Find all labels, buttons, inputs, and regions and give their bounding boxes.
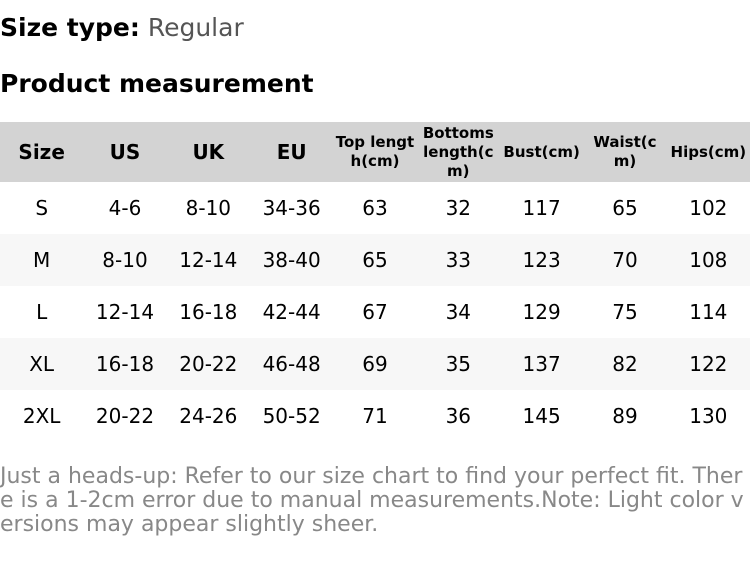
table-row: L 12-14 16-18 42-44 67 34 129 75 114 [0,286,750,338]
table-cell: 67 [362,300,388,324]
table-cell: 20-22 [166,338,250,390]
header-cell: Hips(cm) [666,122,750,182]
header-cell: Top length(cm) [333,122,417,182]
table-cell: 32 [445,196,472,220]
section-title: Product measurement [0,69,314,98]
size-type: Size type: Regular [0,12,244,44]
table-cell: 50-52 [262,404,321,428]
table-cell: 34-36 [262,196,321,220]
table-cell: 65 [333,234,417,286]
table-cell: 102 [689,196,728,220]
table-cell: 12-14 [166,234,250,286]
header-cell: Bottoms length(cm) [416,122,500,182]
table-cell: 16-18 [83,338,167,390]
header-row: Size US UK EU Top length(cm) Bottoms length(c… [0,122,750,182]
table-cell: 34 [445,300,472,324]
table-cell: 38-40 [249,234,334,286]
header-cell: UK [166,122,250,182]
table-cell: 75 [612,300,638,324]
table-cell: 129 [522,300,561,324]
table-row: XL 16-18 20-22 46-48 69 35 137 82 122 [0,338,750,390]
note: Just a heads-up: Refer to our size chart… [0,464,744,537]
table-cell: 8-10 [83,234,167,286]
table-cell: M [0,234,84,286]
header-cell: Waist(cm) [583,122,667,182]
size-type-value: Regular [147,13,244,42]
table-cell: 16-18 [179,300,238,324]
table-cell: XL [0,338,84,390]
table-cell: 4-6 [108,196,142,220]
table-cell: 63 [362,196,388,220]
table-cell: 65 [612,196,638,220]
table-cell: 123 [499,234,584,286]
table-cell: 114 [689,300,728,324]
table-cell: 108 [666,234,750,286]
table-cell: 145 [522,404,561,428]
table-cell: S [35,196,49,220]
table-cell: 24-26 [179,404,238,428]
table-cell: 20-22 [95,404,155,428]
table-cell: 46-48 [249,338,334,390]
table-cell: L [36,300,48,324]
table-cell: 2XL [22,404,61,428]
header-cell: Size [0,122,84,182]
table-cell: 70 [583,234,667,286]
table-row: 2XL 20-22 24-26 50-52 71 36 145 89 130 [0,390,750,442]
header-cell: EU [249,122,334,182]
table-cell: 42-44 [262,300,321,324]
table-cell: 35 [416,338,500,390]
table-cell: 82 [583,338,667,390]
table-cell: 122 [666,338,750,390]
header-cell: US [83,122,167,182]
header-cell: Bust(cm) [499,122,584,182]
size-type-label: Size type: [0,13,140,42]
table-cell: 8-10 [185,196,232,220]
table-cell: 33 [416,234,500,286]
table-cell: 89 [612,404,638,428]
table-cell: 130 [689,404,728,428]
table-cell: 36 [445,404,472,428]
table-cell: 71 [362,404,388,428]
table-cell: 117 [522,196,561,220]
table-cell: 12-14 [95,300,155,324]
table-row: S 4-6 8-10 34-36 63 32 117 65 102 [0,182,750,234]
size-table: Size US UK EU Top length(cm) Bottoms length(c… [0,122,750,442]
table-row: M 8-10 12-14 38-40 65 33 123 70 108 [0,234,750,286]
table-cell: 69 [333,338,417,390]
table-cell: 137 [499,338,584,390]
